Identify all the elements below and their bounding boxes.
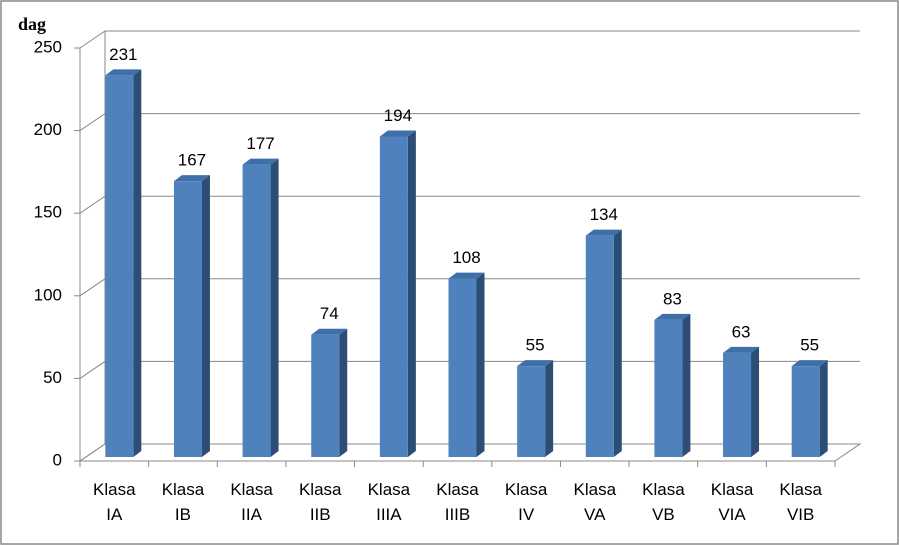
bar-face — [585, 229, 622, 236]
bar — [723, 346, 760, 457]
x-tick-label: Klasa IIIA — [367, 480, 411, 524]
grid-line — [79, 113, 860, 132]
bar-face — [379, 130, 416, 137]
bar-face — [379, 136, 408, 457]
y-tick-label: 200 — [34, 120, 62, 139]
x-tick-label: Klasa IIIB — [436, 480, 479, 524]
y-tick-label: 100 — [34, 285, 62, 304]
bar-face — [242, 164, 271, 457]
value-label: 83 — [663, 289, 682, 308]
bar — [517, 360, 554, 457]
grid-line — [79, 30, 860, 49]
bar-face — [311, 334, 340, 457]
bar-face — [791, 360, 828, 367]
bar — [791, 360, 828, 457]
x-tick-label: Klasa VA — [573, 480, 617, 524]
bar-face — [517, 366, 546, 457]
bar-face — [723, 352, 752, 457]
bar-face — [751, 346, 760, 457]
y-tick-label: 50 — [43, 368, 62, 387]
bar-face — [585, 235, 614, 457]
value-label: 55 — [526, 336, 545, 355]
value-label: 74 — [320, 304, 339, 323]
value-label: 177 — [246, 134, 274, 153]
value-label: 134 — [590, 205, 618, 224]
y-axis-label: dag — [18, 14, 46, 34]
bar-face — [173, 181, 202, 457]
bar-face — [339, 328, 348, 457]
x-tick-label: Klasa IA — [93, 480, 136, 524]
value-label: 63 — [732, 322, 751, 341]
bar-face — [133, 69, 142, 457]
y-tick-label: 150 — [34, 203, 62, 222]
bar — [242, 158, 279, 457]
bar-face — [242, 158, 279, 165]
bar-face — [723, 346, 760, 353]
bar — [585, 229, 622, 457]
bar-face — [517, 360, 554, 367]
x-tick-label: Klasa VIA — [710, 480, 754, 524]
bar-face — [105, 75, 134, 457]
bar-face — [545, 360, 554, 457]
grid-line — [79, 195, 860, 214]
bar-face — [311, 328, 348, 335]
bar — [173, 175, 210, 457]
x-tick-label: Klasa IB — [161, 480, 205, 524]
bar-face — [448, 272, 485, 279]
bar-face — [819, 360, 828, 457]
bar-face — [682, 313, 691, 457]
value-label: 55 — [800, 336, 819, 355]
bar — [654, 313, 691, 457]
bar-face — [654, 319, 683, 457]
x-tick-label: Klasa IIB — [298, 480, 342, 524]
bar-face — [448, 278, 477, 457]
bar — [379, 130, 416, 457]
x-tick-label: Klasa IIA — [230, 480, 273, 524]
bar-face — [613, 229, 622, 457]
bar — [448, 272, 485, 457]
value-label: 194 — [384, 106, 412, 125]
value-label: 108 — [452, 248, 480, 267]
bar-face — [407, 130, 416, 457]
bar-face — [201, 175, 210, 457]
bar-face — [105, 69, 142, 76]
bar — [311, 328, 348, 457]
x-tick-label: Klasa VB — [642, 480, 685, 524]
bar-face — [476, 272, 485, 457]
bar-face — [270, 158, 279, 457]
value-label: 167 — [178, 151, 206, 170]
bar — [105, 69, 142, 457]
y-tick-label: 0 — [53, 450, 62, 469]
x-tick-label: Klasa VIB — [779, 480, 822, 524]
y-tick-label: 250 — [34, 37, 62, 56]
bar-face — [654, 313, 691, 320]
x-tick-label: Klasa IV — [504, 480, 548, 524]
value-label: 231 — [109, 45, 137, 64]
bar-face — [173, 175, 210, 182]
bar-face — [791, 366, 820, 457]
